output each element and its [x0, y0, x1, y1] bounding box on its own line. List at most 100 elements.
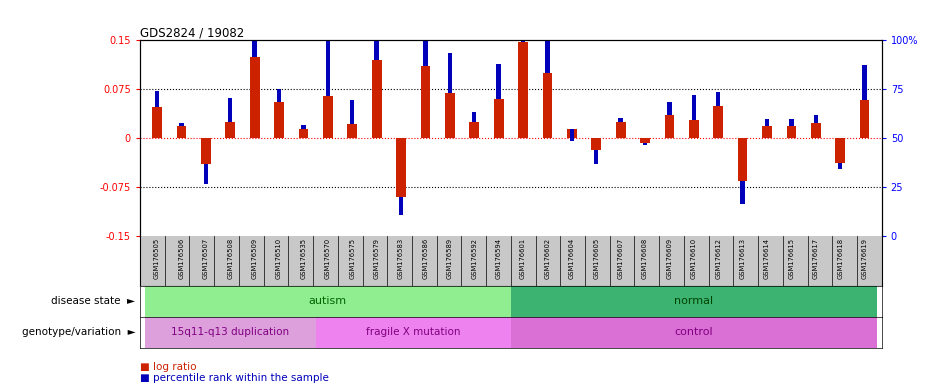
Text: GSM176594: GSM176594 — [496, 238, 501, 279]
Bar — [643, 144, 647, 146]
Bar — [786, 126, 797, 138]
Bar — [764, 119, 769, 126]
Bar — [228, 98, 233, 122]
Bar — [145, 317, 316, 348]
Bar — [640, 138, 650, 144]
Bar — [469, 122, 479, 138]
Text: GSM176510: GSM176510 — [276, 238, 282, 279]
Bar — [472, 112, 477, 122]
Bar — [762, 126, 772, 138]
Bar — [421, 66, 430, 138]
Text: GSM176609: GSM176609 — [666, 238, 673, 279]
Text: GSM176589: GSM176589 — [447, 238, 453, 279]
Text: GSM176617: GSM176617 — [813, 238, 819, 279]
Bar — [180, 122, 184, 126]
Bar — [145, 286, 511, 317]
Bar — [569, 129, 574, 141]
Bar — [567, 129, 577, 138]
Text: GSM176618: GSM176618 — [837, 238, 843, 279]
Bar — [250, 56, 259, 138]
Bar — [203, 164, 208, 184]
Bar — [299, 129, 308, 138]
Bar — [372, 60, 381, 138]
Bar — [396, 138, 406, 197]
Text: GSM176579: GSM176579 — [374, 238, 379, 279]
Bar — [274, 103, 284, 138]
Text: disease state  ►: disease state ► — [51, 296, 135, 306]
Text: GSM176604: GSM176604 — [569, 238, 575, 280]
Text: GSM176619: GSM176619 — [862, 238, 867, 279]
Bar — [811, 122, 821, 138]
Text: fragile X mutation: fragile X mutation — [366, 327, 461, 337]
Text: GSM176608: GSM176608 — [642, 238, 648, 280]
Bar — [511, 286, 877, 317]
Bar — [323, 96, 333, 138]
Bar — [399, 197, 403, 215]
Bar — [447, 53, 452, 93]
Bar — [521, 0, 525, 41]
Bar — [152, 107, 162, 138]
Text: control: control — [674, 327, 713, 337]
Text: GSM176505: GSM176505 — [154, 238, 160, 280]
Bar — [591, 138, 601, 150]
Bar — [713, 106, 723, 138]
Text: normal: normal — [674, 296, 713, 306]
Bar — [301, 125, 306, 129]
Bar — [177, 126, 186, 138]
Text: GSM176570: GSM176570 — [324, 238, 331, 279]
Bar — [347, 124, 358, 138]
Text: ■ log ratio: ■ log ratio — [140, 362, 197, 372]
Bar — [511, 317, 877, 348]
Bar — [789, 119, 794, 126]
Bar — [741, 181, 745, 204]
Text: ■ percentile rank within the sample: ■ percentile rank within the sample — [140, 373, 329, 383]
Bar — [689, 120, 699, 138]
Bar — [692, 94, 696, 120]
Text: GSM176506: GSM176506 — [179, 238, 184, 280]
Text: genotype/variation  ►: genotype/variation ► — [22, 327, 135, 337]
Bar — [738, 138, 747, 181]
Bar — [155, 91, 159, 107]
Text: 15q11-q13 duplication: 15q11-q13 duplication — [171, 327, 289, 337]
Bar — [316, 317, 511, 348]
Text: GSM176583: GSM176583 — [398, 238, 404, 279]
Text: GSM176601: GSM176601 — [520, 238, 526, 279]
Text: GSM176508: GSM176508 — [227, 238, 234, 280]
Text: GSM176610: GSM176610 — [691, 238, 697, 279]
Text: GSM176586: GSM176586 — [423, 238, 429, 280]
Text: GDS2824 / 19082: GDS2824 / 19082 — [140, 26, 244, 39]
Text: GSM176509: GSM176509 — [252, 238, 257, 279]
Bar — [518, 41, 528, 138]
Text: GSM176605: GSM176605 — [593, 238, 599, 280]
Text: GSM176614: GSM176614 — [764, 238, 770, 279]
Bar — [667, 102, 672, 115]
Text: GSM176612: GSM176612 — [715, 238, 721, 279]
Bar — [545, 30, 550, 73]
Text: GSM176602: GSM176602 — [545, 238, 551, 279]
Bar — [375, 17, 378, 60]
Text: autism: autism — [308, 296, 347, 306]
Bar — [445, 93, 455, 138]
Bar — [814, 115, 818, 122]
Bar — [835, 138, 845, 163]
Bar — [616, 122, 625, 138]
Text: GSM176535: GSM176535 — [301, 238, 307, 279]
Bar — [543, 73, 552, 138]
Text: GSM176615: GSM176615 — [788, 238, 795, 279]
Bar — [325, 41, 330, 96]
Bar — [619, 118, 622, 122]
Bar — [225, 122, 236, 138]
Bar — [594, 150, 599, 164]
Text: GSM176592: GSM176592 — [471, 238, 477, 279]
Bar — [664, 115, 674, 138]
Text: GSM176607: GSM176607 — [618, 238, 623, 279]
Bar — [253, 22, 257, 56]
Bar — [277, 89, 281, 103]
Bar — [716, 92, 721, 106]
Bar — [497, 64, 500, 99]
Text: GSM176507: GSM176507 — [202, 238, 209, 279]
Bar — [863, 65, 867, 100]
Bar — [201, 138, 211, 164]
Text: GSM176613: GSM176613 — [740, 238, 745, 279]
Bar — [860, 100, 869, 138]
